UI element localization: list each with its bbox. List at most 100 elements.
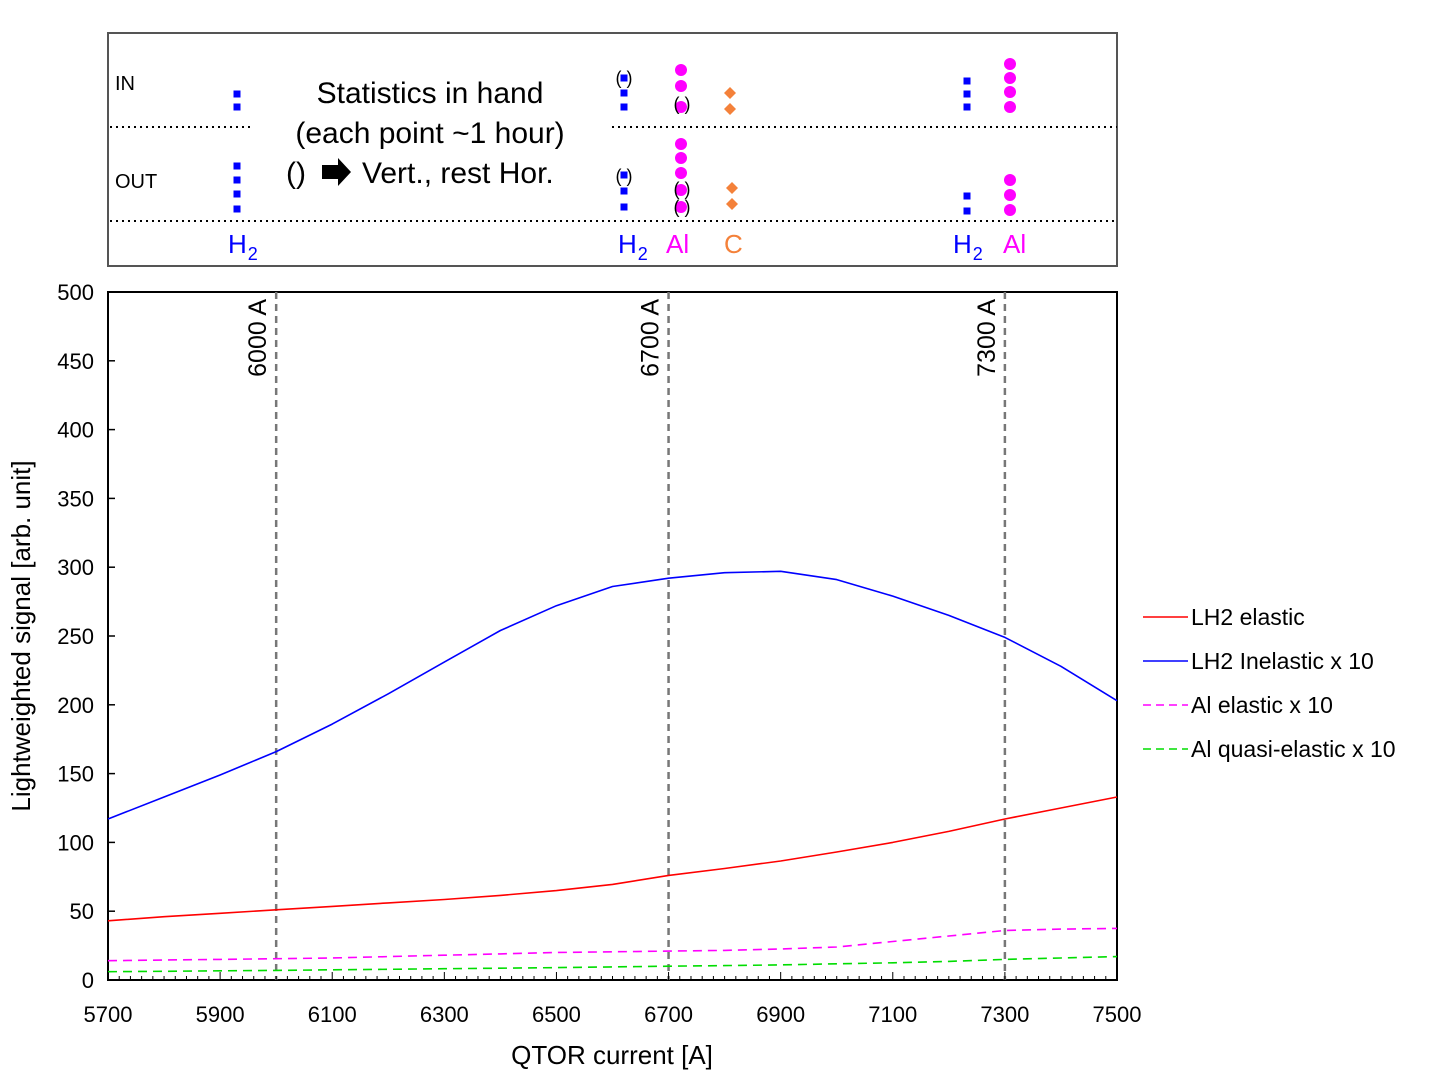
h2-square-marker [620, 171, 628, 179]
y-axis-label: Lightweighted signal [arb. unit] [6, 460, 36, 811]
x-axis-label: QTOR current [A] [511, 1040, 713, 1070]
y-tick-label: 500 [57, 280, 94, 305]
note-line-2: (each point ~1 hour) [295, 117, 564, 150]
h2-square-marker [620, 187, 628, 195]
x-tick-label: 7300 [980, 1002, 1029, 1027]
h2-square-marker [620, 103, 628, 111]
x-tick-label: 7500 [1093, 1002, 1142, 1027]
x-axis: 5700 5900 6100 6300 6500 6700 6900 7100 7300 7500 [84, 972, 1142, 1027]
c-diamond-marker [724, 87, 736, 99]
plot-frame [107, 291, 1118, 981]
note-line-3-prefix: () [286, 157, 306, 190]
right-arrow-icon [322, 158, 351, 186]
y-tick-label: 100 [57, 830, 94, 855]
h2-square-marker [233, 90, 241, 98]
series-line [107, 955, 1118, 973]
target-label: C [724, 229, 743, 259]
al-circle-marker [675, 64, 687, 76]
vertical-paren-mark: ( ) [674, 197, 691, 217]
note-line-3-suffix: Vert., rest Hor. [362, 157, 554, 190]
h2-square-marker [233, 162, 241, 170]
x-tick-label: 6900 [756, 1002, 805, 1027]
h2-square-marker [233, 190, 241, 198]
y-tick-label: 300 [57, 555, 94, 580]
note-line-1: Statistics in hand [317, 77, 544, 110]
x-tick-label: 7100 [868, 1002, 917, 1027]
line-chart: 6000 A 6700 A 7300 A 0 50 100 150 200 250 300 350… [6, 280, 1396, 1070]
al-circle-marker [675, 201, 687, 213]
vertical-paren-mark: ( ) [674, 94, 691, 114]
target-label: Al [1003, 229, 1026, 259]
x-tick-label: 6700 [644, 1002, 693, 1027]
y-tick-label: 450 [57, 349, 94, 374]
c-diamond-marker [724, 103, 736, 115]
al-circle-marker [675, 80, 687, 92]
al-circle-marker [1004, 189, 1016, 201]
vertical-paren-mark: ( ) [616, 166, 633, 186]
y-tick-label: 0 [82, 968, 94, 993]
h2-square-marker [963, 103, 971, 111]
y-tick-label: 200 [57, 693, 94, 718]
h2-square-marker [963, 90, 971, 98]
h2-square-marker [620, 89, 628, 97]
y-tick-label: 50 [70, 899, 94, 924]
series-lines [107, 570, 1118, 973]
target-label: H2 [953, 229, 983, 264]
al-circle-marker [1004, 58, 1016, 70]
h2-square-marker [233, 176, 241, 184]
in-label: IN [115, 73, 135, 95]
h2-square-marker [233, 103, 241, 111]
al-circle-marker [1004, 86, 1016, 98]
target-label: H2 [618, 229, 648, 264]
x-tick-label: 5700 [84, 1002, 133, 1027]
statistics-panel-frame [107, 32, 1118, 267]
legend: LH2 elastic LH2 Inelastic x 10 Al elastic … [1143, 604, 1396, 762]
target-label: Al [666, 229, 689, 259]
series-line [107, 796, 1118, 922]
h2-square-marker [620, 203, 628, 211]
legend-entry: LH2 elastic [1191, 604, 1305, 630]
vertical-paren-mark: ( ) [674, 179, 691, 199]
y-tick-label: 250 [57, 624, 94, 649]
c-diamond-marker [726, 198, 738, 210]
target-label: H2 [228, 229, 258, 264]
series-line [107, 927, 1118, 962]
y-tick-label: 400 [57, 418, 94, 443]
legend-entry: Al elastic x 10 [1191, 692, 1333, 718]
series-line [107, 570, 1118, 820]
target-label-subscript: 2 [638, 244, 648, 264]
legend-entry: LH2 Inelastic x 10 [1191, 648, 1374, 674]
current-markers: 6000 A 6700 A 7300 A [244, 292, 1007, 980]
target-label-subscript: 2 [248, 244, 258, 264]
al-circle-marker [675, 152, 687, 164]
current-marker-label: 6000 A [244, 299, 272, 377]
al-circle-marker [675, 101, 687, 113]
al-circle-marker [1004, 204, 1016, 216]
h2-square-marker [963, 207, 971, 215]
h2-square-marker [620, 74, 628, 82]
statistics-panel: IN OUT Statistics in hand (each point ~1… [107, 32, 1118, 267]
vertical-paren-mark: ( ) [616, 68, 633, 88]
out-label: OUT [115, 171, 157, 193]
y-axis: 0 50 100 150 200 250 300 350 400 450 500 [57, 280, 115, 993]
target-label-subscript: 2 [973, 244, 983, 264]
h2-square-marker [963, 77, 971, 85]
target-labels: H2 H2 Al C H2 Al [228, 229, 1026, 264]
al-circle-marker [1004, 174, 1016, 186]
c-diamond-marker [726, 182, 738, 194]
al-circle-marker [675, 184, 687, 196]
legend-entry: Al quasi-elastic x 10 [1191, 736, 1396, 762]
al-circle-marker [1004, 101, 1016, 113]
y-tick-label: 350 [57, 486, 94, 511]
current-marker-label: 7300 A [973, 299, 1001, 377]
x-tick-label: 5900 [196, 1002, 245, 1027]
al-circle-marker [1004, 72, 1016, 84]
h2-square-marker [963, 192, 971, 200]
y-tick-label: 150 [57, 762, 94, 787]
al-circle-marker [675, 138, 687, 150]
statistics-markers: ( )( )( )( )( ) [233, 58, 1016, 217]
al-circle-marker [675, 167, 687, 179]
x-tick-label: 6500 [532, 1002, 581, 1027]
x-tick-label: 6300 [420, 1002, 469, 1027]
